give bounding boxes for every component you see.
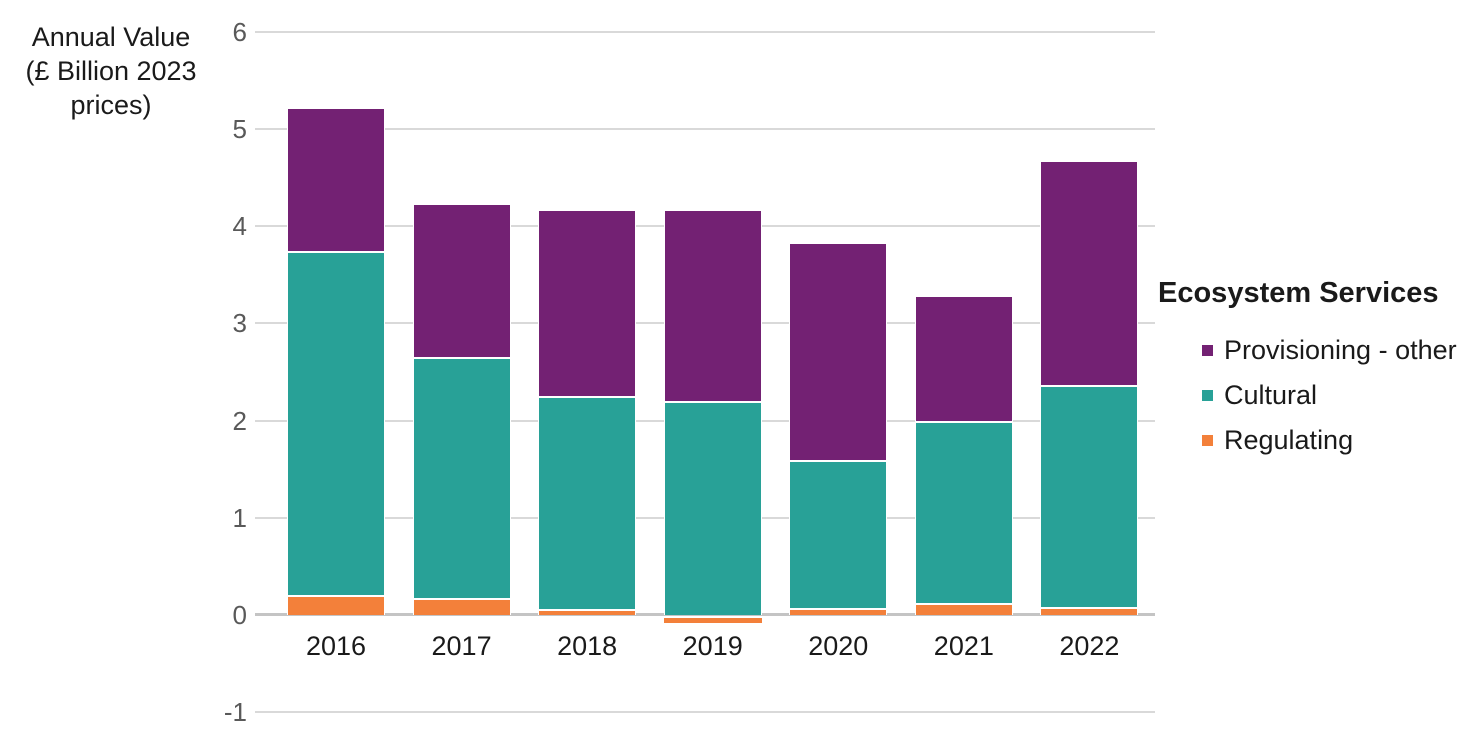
bar-segment-2020-regulating [789, 608, 888, 615]
x-tick-label: 2020 [808, 631, 869, 661]
bar-segment-2017-regulating [412, 598, 511, 615]
bar-segment-2017-cultural [412, 357, 511, 599]
bar-segment-2020-provisioning-other [789, 241, 888, 461]
legend-swatch-icon [1202, 389, 1213, 401]
y-tick-label: 6 [232, 17, 247, 47]
bar-segment-2020-cultural [789, 460, 888, 609]
bar-segment-2016-regulating [287, 595, 385, 615]
y-axis-title-line: Annual Value [31, 22, 191, 52]
legend-item-cultural: Cultural [1202, 379, 1478, 410]
y-tick-label: 1 [232, 502, 247, 533]
gridline [255, 128, 1155, 131]
legend-swatch-icon [1202, 344, 1213, 356]
x-tick-label: 2019 [682, 631, 743, 661]
y-axis-title: Annual Value (£ Billion 2023 prices) [5, 20, 217, 122]
x-axis-zero-line [255, 613, 1155, 617]
bar-segment-2018-regulating [538, 609, 637, 615]
y-tick-label: 4 [232, 211, 247, 242]
legend-item-label: Provisioning - other [1224, 334, 1457, 365]
bar-segment-2018-provisioning-other [538, 208, 637, 397]
bar-segment-2022-provisioning-other [1040, 160, 1139, 385]
x-tick-label: 2017 [431, 631, 492, 661]
legend-item-provisioning-other: Provisioning - other [1202, 334, 1478, 365]
legend-swatch-icon [1202, 434, 1213, 446]
y-axis-title-line: (£ Billion 2023 [25, 56, 197, 86]
bar-segment-2021-regulating [914, 603, 1013, 615]
x-tick-label: 2022 [1059, 631, 1120, 661]
bar-segment-2017-provisioning-other [412, 202, 511, 358]
y-tick-label: 0 [232, 599, 247, 630]
legend-item-regulating: Regulating [1202, 424, 1478, 455]
y-tick-label: 2 [232, 405, 247, 436]
gridline [255, 711, 1155, 713]
bar-segment-2021-provisioning-other [914, 295, 1013, 421]
bar-segment-2019-regulating [663, 617, 762, 623]
bar-segment-2016-provisioning-other [287, 106, 385, 251]
x-tick-label: 2021 [933, 631, 994, 661]
y-tick-label: 3 [232, 308, 247, 339]
y-tick-label: 5 [232, 114, 247, 145]
bar-segment-2019-cultural [663, 401, 762, 615]
bar-segment-2016-cultural [287, 250, 385, 596]
gridline [255, 31, 1155, 33]
bar-segment-2018-cultural [538, 396, 637, 610]
bar-segment-2022-cultural [1040, 384, 1139, 608]
legend-title: Ecosystem Services [1158, 277, 1439, 309]
legend-items: Provisioning - other Cultural Regulating [1202, 334, 1478, 455]
legend-item-label: Cultural [1224, 379, 1318, 410]
x-tick-label: 2018 [557, 631, 618, 661]
bar-segment-2022-regulating [1040, 607, 1139, 615]
x-tick-label: 2016 [305, 631, 367, 661]
bar-segment-2019-provisioning-other [663, 208, 762, 402]
plot-area [255, 31, 1155, 713]
y-tick-label: -1 [223, 697, 247, 727]
bar-segment-2021-cultural [914, 420, 1013, 604]
legend: Ecosystem Services Provisioning - other C… [1158, 276, 1478, 471]
y-axis-title-line: prices) [70, 90, 152, 120]
legend-item-label: Regulating [1224, 424, 1354, 455]
